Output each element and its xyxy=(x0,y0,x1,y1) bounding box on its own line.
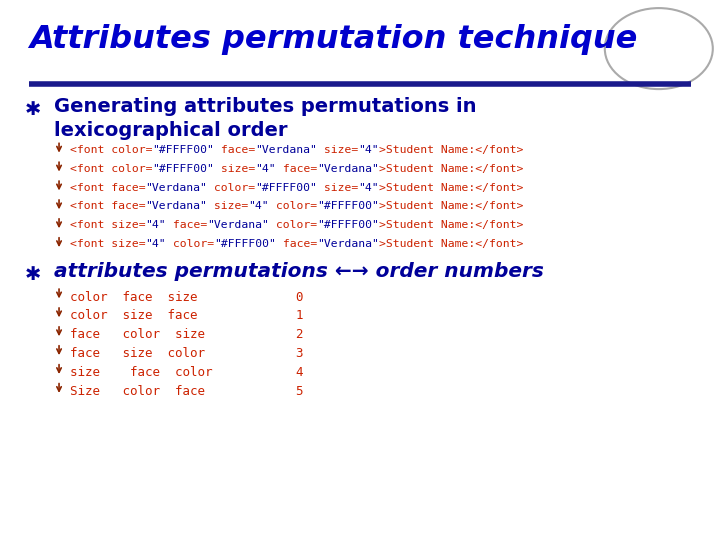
Text: <font size=: <font size= xyxy=(70,220,145,231)
Text: <font size=: <font size= xyxy=(70,239,145,249)
Text: 5: 5 xyxy=(295,385,302,398)
Text: color  size  face: color size face xyxy=(70,309,197,322)
Text: "Verdana": "Verdana" xyxy=(145,201,207,212)
Text: "4": "4" xyxy=(248,201,269,212)
Text: >Student Name:</font>: >Student Name:</font> xyxy=(379,164,523,174)
Text: color  face  size: color face size xyxy=(70,291,197,303)
Text: attributes permutations ←→ order numbers: attributes permutations ←→ order numbers xyxy=(54,262,544,281)
Text: <font face=: <font face= xyxy=(70,183,145,193)
Text: "4": "4" xyxy=(359,183,379,193)
Text: size    face  color: size face color xyxy=(70,366,212,379)
Text: face   color  size: face color size xyxy=(70,328,205,341)
Text: "#FFFF00": "#FFFF00" xyxy=(318,201,379,212)
Text: size=: size= xyxy=(318,183,359,193)
Text: "#FFFF00": "#FFFF00" xyxy=(318,220,379,231)
Text: Generating attributes permutations in: Generating attributes permutations in xyxy=(54,97,477,116)
Text: color=: color= xyxy=(207,183,256,193)
Text: "#FFFF00": "#FFFF00" xyxy=(153,145,215,155)
Text: "4": "4" xyxy=(359,145,379,155)
Text: "#FFFF00": "#FFFF00" xyxy=(153,164,215,174)
Text: color=: color= xyxy=(166,239,215,249)
Text: color=: color= xyxy=(269,220,318,231)
Text: "Verdana": "Verdana" xyxy=(256,145,318,155)
Text: color=: color= xyxy=(269,201,318,212)
Text: 1: 1 xyxy=(295,309,302,322)
Text: "4": "4" xyxy=(256,164,276,174)
Text: "Verdana": "Verdana" xyxy=(318,164,379,174)
Text: Attributes permutation technique: Attributes permutation technique xyxy=(29,24,637,55)
Text: <font face=: <font face= xyxy=(70,201,145,212)
Text: "#FFFF00": "#FFFF00" xyxy=(215,239,276,249)
Text: >Student Name:</font>: >Student Name:</font> xyxy=(379,220,523,231)
Text: "4": "4" xyxy=(145,220,166,231)
Text: 0: 0 xyxy=(295,291,302,303)
Text: lexicographical order: lexicographical order xyxy=(54,122,287,140)
Text: "#FFFF00": "#FFFF00" xyxy=(256,183,318,193)
Text: <font color=: <font color= xyxy=(70,164,153,174)
Text: face=: face= xyxy=(276,164,318,174)
Text: size=: size= xyxy=(215,164,256,174)
Text: "4": "4" xyxy=(145,239,166,249)
Text: face=: face= xyxy=(215,145,256,155)
Text: ✱: ✱ xyxy=(25,100,42,119)
Text: 4: 4 xyxy=(295,366,302,379)
Text: face   size  color: face size color xyxy=(70,347,205,360)
Text: "Verdana": "Verdana" xyxy=(145,183,207,193)
Text: size=: size= xyxy=(207,201,248,212)
Text: >Student Name:</font>: >Student Name:</font> xyxy=(379,239,523,249)
Text: ✱: ✱ xyxy=(25,265,42,284)
Text: "Verdana": "Verdana" xyxy=(318,239,379,249)
Text: face=: face= xyxy=(166,220,207,231)
Text: 2: 2 xyxy=(295,328,302,341)
Text: >Student Name:</font>: >Student Name:</font> xyxy=(379,145,523,155)
Text: >Student Name:</font>: >Student Name:</font> xyxy=(379,183,523,193)
Text: size=: size= xyxy=(318,145,359,155)
Text: 3: 3 xyxy=(295,347,302,360)
Text: face=: face= xyxy=(276,239,318,249)
Text: >Student Name:</font>: >Student Name:</font> xyxy=(379,201,523,212)
Text: "Verdana": "Verdana" xyxy=(207,220,269,231)
Text: Size   color  face: Size color face xyxy=(70,385,205,398)
Text: <font color=: <font color= xyxy=(70,145,153,155)
